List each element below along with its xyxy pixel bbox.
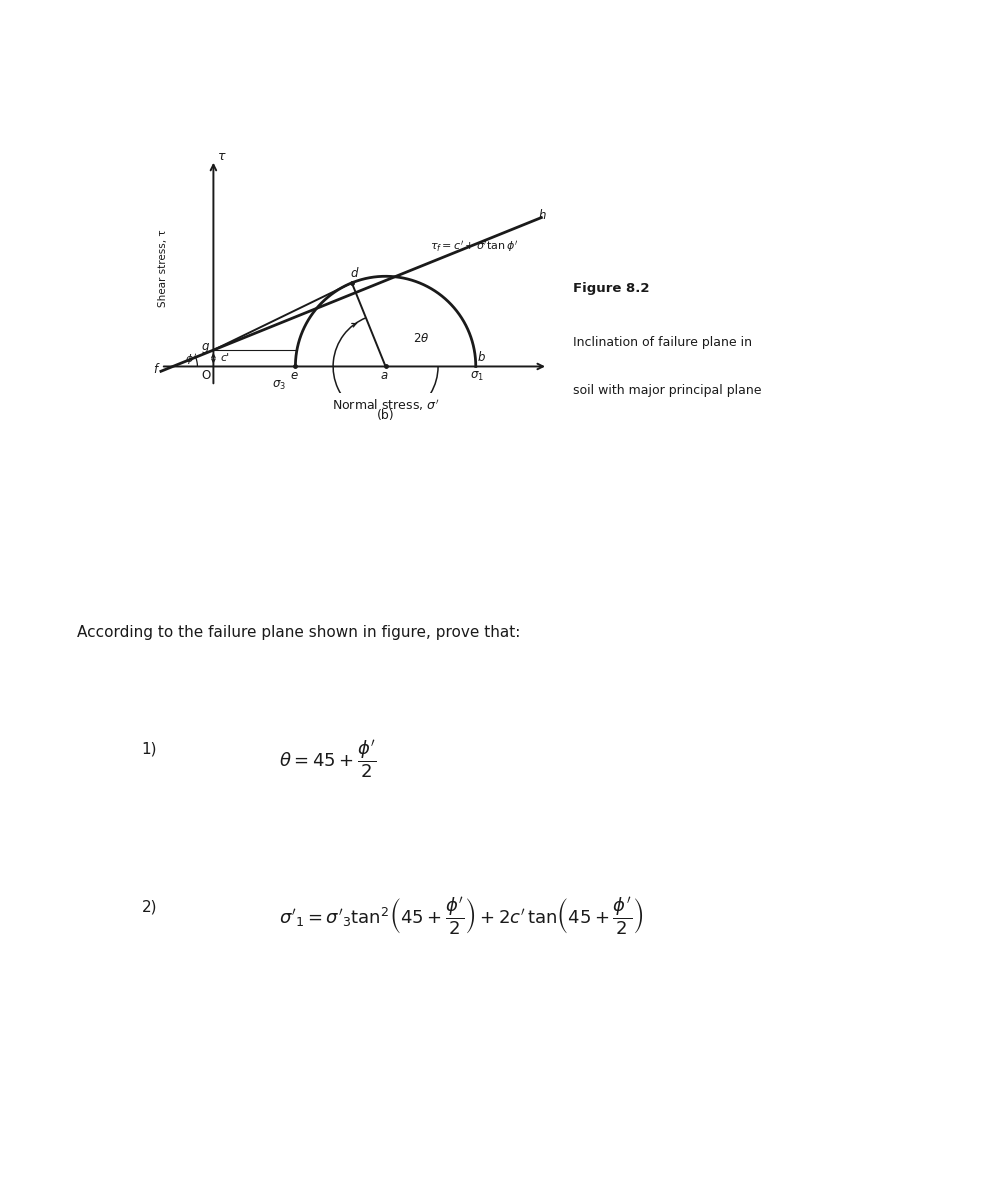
Text: $\sigma'_1 = \sigma'_3 \tan^2\!\left(45 + \dfrac{\phi'}{2}\right) + 2c'\,\tan\!\: $\sigma'_1 = \sigma'_3 \tan^2\!\left(45 … xyxy=(279,895,643,937)
Text: b: b xyxy=(477,350,485,364)
Text: 2): 2) xyxy=(141,899,157,914)
Text: h: h xyxy=(538,209,546,222)
Text: $\phi'$: $\phi'$ xyxy=(185,352,197,366)
Text: $2\theta$: $2\theta$ xyxy=(413,332,430,344)
Text: a: a xyxy=(380,368,387,382)
Text: 1): 1) xyxy=(141,742,157,757)
Text: Shear stress, τ: Shear stress, τ xyxy=(157,229,167,307)
Text: $\theta = 45 + \dfrac{\phi'}{2}$: $\theta = 45 + \dfrac{\phi'}{2}$ xyxy=(279,738,376,780)
Text: $\sigma_1$: $\sigma_1$ xyxy=(470,370,484,383)
Text: $\tau$: $\tau$ xyxy=(217,150,226,163)
Text: f: f xyxy=(152,362,156,376)
Text: Figure 8.2: Figure 8.2 xyxy=(573,282,649,295)
Text: g: g xyxy=(202,340,209,353)
Text: d: d xyxy=(351,266,358,280)
Text: $\tau_f = c' + \sigma'\tan\phi'$: $\tau_f = c' + \sigma'\tan\phi'$ xyxy=(430,239,518,254)
Text: c': c' xyxy=(221,353,230,364)
Text: e: e xyxy=(290,368,298,382)
Text: O: O xyxy=(201,368,211,382)
Text: Normal stress, $\sigma'$: Normal stress, $\sigma'$ xyxy=(332,397,439,413)
Text: soil with major principal plane: soil with major principal plane xyxy=(573,384,761,397)
Text: (b): (b) xyxy=(376,409,394,422)
Text: Inclination of failure plane in: Inclination of failure plane in xyxy=(573,336,752,349)
Text: $\sigma_3$: $\sigma_3$ xyxy=(272,379,286,392)
Text: According to the failure plane shown in figure, prove that:: According to the failure plane shown in … xyxy=(78,625,521,641)
